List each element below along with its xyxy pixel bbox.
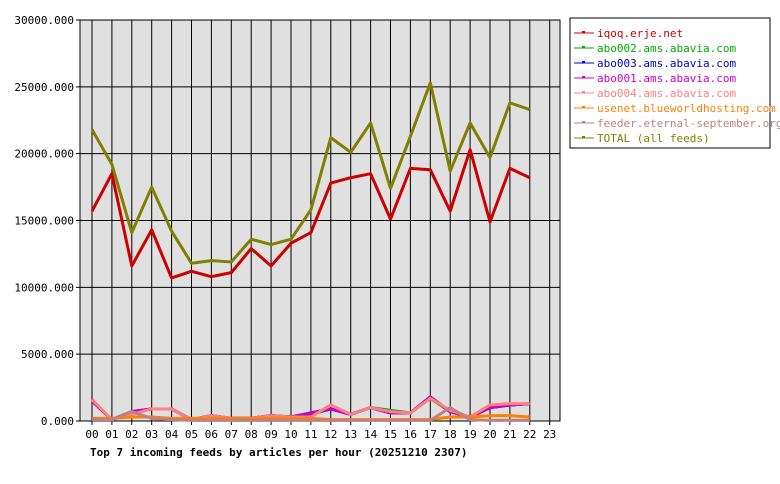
legend-marker	[582, 106, 585, 108]
y-tick-label: 25000.000	[14, 81, 74, 94]
series-line-0	[90, 148, 531, 280]
x-tick-label: 03	[145, 428, 158, 441]
legend-label: TOTAL (all feeds)	[597, 132, 710, 145]
legend-label: feeder.eternal-september.org	[597, 117, 780, 130]
y-tick-label: 10000.000	[14, 281, 74, 294]
y-tick-label: 5000.000	[21, 348, 74, 361]
x-tick-label: 11	[304, 428, 317, 441]
legend-marker	[582, 76, 585, 78]
x-tick-label: 10	[284, 428, 297, 441]
legend-label: iqoq.erje.net	[597, 27, 683, 40]
y-tick-label: 30000.000	[14, 14, 74, 27]
x-tick-label: 01	[105, 428, 118, 441]
x-tick-label: 09	[264, 428, 277, 441]
chart-title: Top 7 incoming feeds by articles per hou…	[90, 446, 468, 459]
y-tick-label: 20000.000	[14, 148, 74, 161]
x-tick-label: 05	[185, 428, 198, 441]
x-tick-label: 13	[344, 428, 357, 441]
y-tick-label: 15000.000	[14, 215, 74, 228]
series-line-6	[92, 406, 530, 422]
x-tick-label: 20	[483, 428, 496, 441]
legend-label: abo001.ams.abavia.com	[597, 72, 736, 85]
x-tick-label: 15	[384, 428, 397, 441]
x-tick-label: 08	[245, 428, 258, 441]
x-tick-label: 16	[404, 428, 417, 441]
x-tick-label: 06	[205, 428, 218, 441]
x-tick-label: 14	[364, 428, 378, 441]
x-tick-label: 00	[85, 428, 98, 441]
x-tick-label: 22	[523, 428, 536, 441]
x-tick-label: 21	[503, 428, 516, 441]
x-tick-label: 17	[424, 428, 437, 441]
x-tick-label: 04	[165, 428, 179, 441]
series-line-7	[90, 81, 531, 265]
legend	[569, 17, 771, 149]
legend-marker	[582, 121, 585, 123]
x-tick-label: 18	[444, 428, 457, 441]
x-tick-label: 12	[324, 428, 337, 441]
legend-marker	[582, 91, 585, 93]
legend-marker	[582, 46, 585, 48]
legend-label: usenet.blueworldhosting.com	[597, 102, 776, 115]
legend-label: abo003.ams.abavia.com	[597, 57, 736, 70]
legend-label: abo002.ams.abavia.com	[597, 42, 736, 55]
x-tick-label: 07	[225, 428, 238, 441]
y-tick-label: 0.000	[41, 415, 74, 428]
legend-marker	[582, 31, 585, 33]
legend-marker	[582, 61, 585, 63]
legend-label: abo004.ams.abavia.com	[597, 87, 736, 100]
x-tick-label: 19	[463, 428, 476, 441]
x-tick-label: 02	[125, 428, 138, 441]
legend-marker	[582, 136, 585, 138]
x-tick-label: 23	[543, 428, 556, 441]
